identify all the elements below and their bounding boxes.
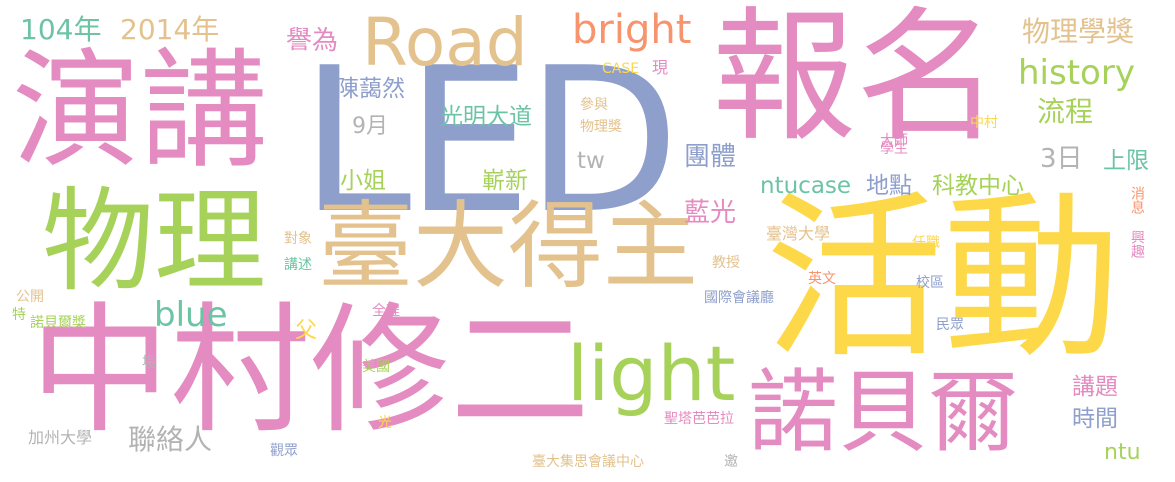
word-cloud-word: 父 [291, 318, 316, 340]
word-cloud-word: ntucase [760, 173, 852, 199]
word-cloud-word: 3日 [1040, 144, 1083, 174]
word-cloud-word: 中村 [970, 115, 998, 131]
word-cloud-word: Road [362, 4, 528, 81]
word-cloud-word: 聖塔芭芭拉 [664, 411, 734, 427]
word-cloud-word: 嶄新 [482, 168, 528, 194]
word-cloud-word: CASE [602, 61, 640, 77]
word-cloud-word: 藍光 [684, 198, 737, 228]
word-cloud-word: 英文 [808, 271, 836, 287]
word-cloud-word: 物理獎 [580, 119, 622, 135]
word-cloud-word: 科教中心 [932, 173, 1024, 199]
word-cloud-word: 公開 [16, 289, 44, 305]
word-cloud-word: 講述 [284, 257, 312, 273]
word-cloud-word: 任職 [912, 235, 940, 251]
word-cloud-word: 流程 [1037, 95, 1094, 128]
word-cloud-word: ntu [1104, 440, 1141, 465]
word-cloud-word: 國際會議廳 [704, 290, 774, 306]
word-cloud-word: 中村修二 [30, 290, 591, 453]
word-cloud-word: 上限 [1103, 148, 1149, 174]
word-cloud-word: 現 [652, 58, 669, 77]
word-cloud-word: 大師 [880, 133, 908, 149]
word-cloud-word: 講題 [1072, 374, 1118, 400]
word-cloud-word: light [567, 329, 736, 418]
word-cloud-word: 物理 [42, 177, 266, 307]
word-cloud-word: 觀眾 [270, 443, 298, 459]
word-cloud-word: bright [572, 7, 692, 53]
word-cloud-word: 聯絡人 [128, 423, 213, 456]
word-cloud-word: 全程 [372, 303, 400, 319]
word-cloud-word: 臺大集思會議中心 [532, 454, 644, 470]
word-cloud-word: 陳藹然 [336, 76, 405, 102]
word-cloud-word: 諾貝爾獎 [30, 315, 86, 331]
word-cloud-word: 104年 [20, 13, 102, 46]
word-cloud-word: 參與 [580, 97, 608, 113]
word-cloud-word: 對象 [284, 231, 312, 247]
word-cloud-word: history [1018, 53, 1135, 93]
word-cloud-word: 報名 [712, 0, 1001, 161]
word-cloud-word: blue [154, 295, 228, 335]
word-cloud-word: 2014年 [120, 13, 220, 46]
word-cloud-word: 消息 [1129, 186, 1145, 214]
word-cloud-word: LED [300, 25, 680, 258]
word-cloud-word: 興趣 [1129, 230, 1145, 258]
word-cloud-word: 諾貝爾 [748, 360, 1018, 465]
word-cloud-word: 時間 [1072, 406, 1118, 432]
word-cloud-word: 學生 [880, 141, 908, 157]
word-cloud-word: 光明大道 [440, 104, 532, 130]
word-cloud-word: 加州大學 [28, 428, 93, 447]
word-cloud-word: 臺大得主 [318, 192, 699, 302]
word-cloud-word: 臺灣大學 [766, 224, 831, 243]
word-cloud-word: 物理學獎 [1022, 15, 1135, 48]
word-cloud-word: 場 [142, 355, 156, 371]
word-cloud-word: 邀 [724, 454, 738, 470]
word-cloud-word: 光 [378, 415, 392, 431]
word-cloud-word: 團體 [684, 142, 737, 172]
word-cloud-word: 小姐 [340, 168, 386, 194]
word-cloud-word: 校區 [916, 275, 944, 291]
word-cloud-word: 譽為 [286, 26, 339, 56]
word-cloud-word: 教授 [712, 255, 740, 271]
word-cloud-word: 活動 [765, 175, 1121, 382]
word-cloud-word: 民眾 [936, 317, 964, 333]
word-cloud-word: 演講 [12, 37, 269, 186]
word-cloud-word: 地點 [866, 173, 912, 199]
word-cloud-word: tw [577, 148, 605, 174]
word-cloud-word: 美國 [362, 359, 390, 375]
word-cloud-word: 特 [12, 307, 26, 323]
word-cloud-word: 9月 [352, 114, 388, 139]
